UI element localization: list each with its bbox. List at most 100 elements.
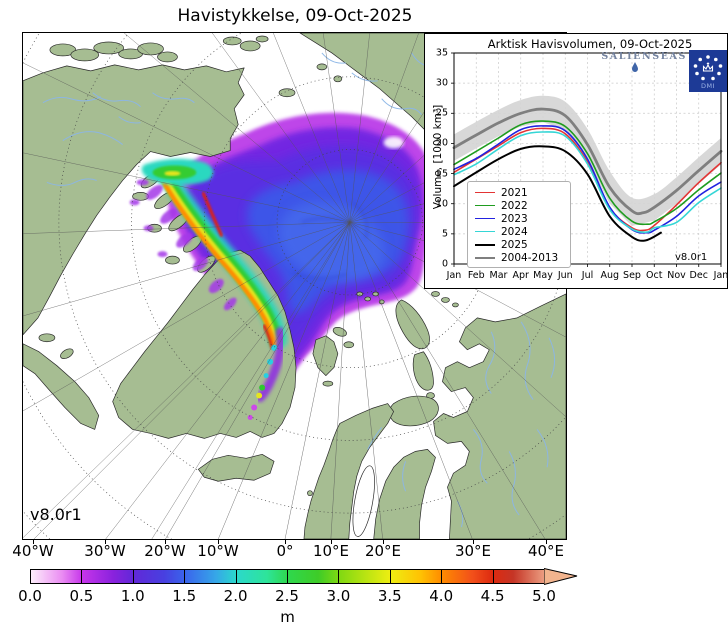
map-x-tick-mark (331, 540, 332, 544)
legend-label: 2023 (501, 212, 528, 225)
land-top-islands (49, 35, 296, 98)
map-x-tick-mark (285, 540, 286, 544)
inset-y-tick-label: 15 (435, 168, 448, 180)
inset-x-tick-label: Jul (581, 270, 594, 281)
legend-line-sample (475, 205, 495, 206)
land-iceland (198, 453, 275, 482)
inset-y-tick-label: 10 (435, 198, 448, 210)
legend-row: 2021 (475, 186, 563, 199)
inset-x-tick-label: Jun (557, 270, 573, 281)
colorbar-tick-label: 3.5 (377, 587, 402, 605)
map-x-tick-mark (165, 540, 166, 544)
inset-y-tick-label: 25 (435, 107, 448, 119)
legend-label: 2024 (501, 225, 528, 238)
land-finland (373, 449, 436, 539)
legend-label: 2025 (501, 238, 528, 251)
map-x-tick-label: 40°E (527, 542, 565, 560)
inset-y-tick-label: 5 (441, 228, 448, 240)
salienseas-logo: SALIENSEAS (601, 51, 687, 62)
map-x-tick-label: 20°E (364, 542, 402, 560)
colorbar-tick-mark (338, 570, 340, 583)
map-x-tick-label: 10°W (197, 542, 239, 560)
map-x-tick-label: 30°E (454, 542, 492, 560)
inset-x-tick-label: Nov (667, 270, 686, 281)
legend-row: 2022 (475, 199, 563, 212)
colorbar-tick-mark (287, 570, 288, 583)
legend-row: 2023 (475, 212, 563, 225)
land-north-america (23, 64, 245, 336)
legend-line-sample (475, 218, 495, 219)
inset-x-tick-label: May (533, 270, 553, 281)
colorbar-tick-mark (81, 570, 83, 583)
inset-x-tick-label: Oct (646, 270, 663, 281)
legend-label: 2022 (501, 199, 528, 212)
inset-x-tick-label: Mar (489, 270, 508, 281)
land-russia (433, 293, 566, 539)
colorbar-tick-label: 4.5 (480, 587, 505, 605)
colorbar-unit-label: m (280, 608, 295, 626)
map-x-tick-mark (473, 540, 474, 544)
inset-volume-chart: Arktisk Havisvolumen, 09-Oct-2025 Volume… (424, 33, 728, 289)
map-x-tick-label: 30°W (84, 542, 126, 560)
colorbar-arrow (544, 568, 578, 585)
dmi-logo: DMI (689, 50, 727, 92)
inset-version-label: v8.0r1 (675, 252, 708, 263)
legend-line-sample (475, 243, 495, 246)
colorbar-tick-label: 2.5 (275, 587, 299, 605)
colorbar-tick-label: 2.0 (223, 587, 248, 605)
legend-row: 2004-2013 (475, 251, 563, 264)
legend-row: 2024 (475, 225, 563, 238)
inset-x-tick-label: Aug (600, 270, 620, 281)
graticule (23, 33, 566, 539)
colorbar-tick-label: 5.0 (532, 587, 556, 605)
salienseas-drop-icon (632, 62, 638, 72)
colorbar-tick-label: 1.0 (120, 587, 145, 605)
colorbar-tick-mark (184, 570, 186, 583)
map-title: Havistykkelse, 09-Oct-2025 (177, 6, 413, 26)
legend-label: 2021 (501, 186, 528, 199)
inset-y-tick-label: 0 (441, 258, 448, 270)
map-version-label: v8.0r1 (30, 505, 82, 524)
inset-x-tick-label: Jan (446, 270, 462, 281)
land-scandinavia (303, 403, 394, 539)
colorbar-tick-mark (441, 570, 443, 583)
inset-y-tick-label: 20 (435, 137, 448, 149)
land-svalbard (312, 327, 355, 387)
colorbar-tick-label: 0.5 (69, 587, 94, 605)
land-baffin (23, 343, 100, 430)
colorbar-tick-mark (132, 570, 134, 583)
inset-y-tick-label: 35 (435, 47, 448, 59)
land-franz-josef (356, 291, 459, 308)
inset-x-tick-label: Apr (512, 270, 529, 281)
inset-x-tick-label: Sep (623, 270, 641, 281)
colorbar-tick-mark (235, 570, 237, 583)
colorbar-tick-label: 1.5 (172, 587, 197, 605)
map-x-tick-mark (105, 540, 106, 544)
thick-ice-band (141, 158, 288, 350)
inset-title: Arktisk Havisvolumen, 09-Oct-2025 (487, 37, 693, 51)
legend-line-sample (475, 256, 495, 259)
map-x-tick-mark (33, 540, 34, 544)
map-x-tick-mark (218, 540, 219, 544)
map-x-tick-mark (546, 540, 547, 544)
legend-row: 2025 (475, 238, 563, 251)
dmi-logo-text: DMI (700, 82, 716, 90)
inset-x-tick-label: Jan (713, 270, 728, 281)
map-x-tick-label: 10°E (312, 542, 350, 560)
dmi-crown-icon (693, 55, 723, 81)
map-x-tick-label: 20°W (144, 542, 186, 560)
colorbar-tick-mark (492, 570, 494, 583)
map-x-tick-label: 0° (276, 542, 294, 560)
legend-line-sample (475, 231, 495, 232)
chart-legend: 2021 2022 2023 2024 2025 2004-2013 (467, 181, 571, 268)
map-x-tick-mark (383, 540, 384, 544)
colorbar-tick-label: 0.0 (18, 587, 42, 605)
inset-y-tick-label: 30 (435, 77, 448, 89)
legend-line-sample (475, 192, 495, 193)
colorbar-tick-mark (389, 570, 391, 583)
gulf-of-bothnia (352, 465, 375, 537)
inset-x-tick-label: Dec (689, 270, 708, 281)
inset-x-tick-label: Feb (467, 270, 485, 281)
map-x-tick-label: 40°W (12, 542, 54, 560)
